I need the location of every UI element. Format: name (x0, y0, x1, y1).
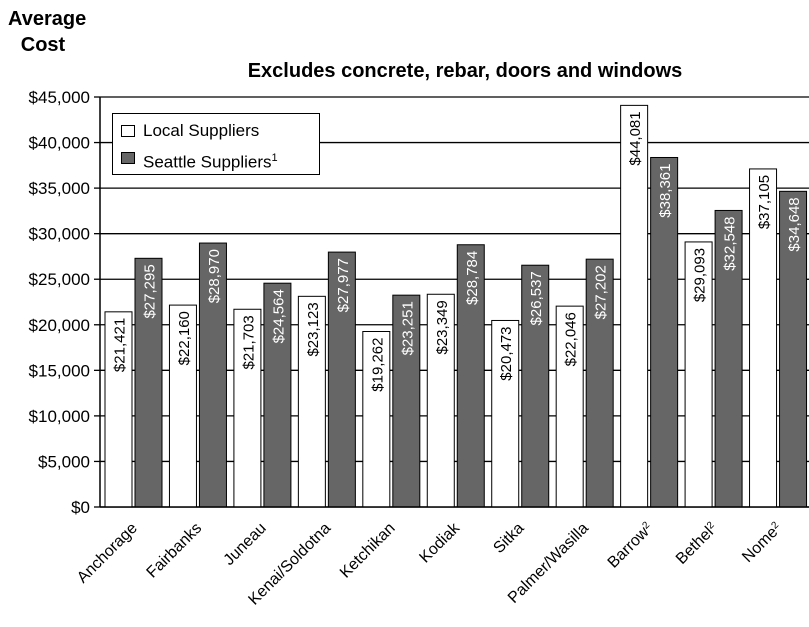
bar (749, 168, 778, 508)
bar (684, 241, 713, 508)
bar-value-label: $21,703 (240, 315, 257, 369)
bar (134, 257, 163, 508)
legend-label-local: Local Suppliers (143, 121, 260, 140)
bar-value-label: $23,123 (305, 302, 322, 356)
bar-value-label: $37,105 (756, 175, 773, 229)
x-tick-label: Sitka (490, 520, 527, 557)
y-tick-label: $10,000 (29, 407, 90, 426)
bar-value-label: $23,349 (434, 300, 451, 354)
bar-value-label: $23,251 (399, 301, 416, 355)
bar (456, 244, 485, 508)
bar-value-label: $26,537 (528, 271, 545, 325)
bar-value-label: $27,295 (142, 264, 159, 318)
bar-value-label: $20,473 (498, 326, 515, 380)
chart-title: Excludes concrete, rebar, doors and wind… (247, 60, 683, 82)
legend-label-seattle: Seattle Suppliers1 (143, 152, 278, 172)
x-tick-label: Barrow2 (604, 519, 656, 571)
bar (620, 104, 649, 508)
bar-value-label: $34,648 (786, 197, 803, 251)
bar (491, 319, 520, 508)
bar (362, 331, 391, 508)
bar (650, 156, 679, 508)
y-tick-label: $0 (71, 498, 90, 517)
bar (327, 251, 356, 508)
bar-value-label: $24,564 (270, 289, 287, 343)
bar (779, 190, 808, 508)
bar (585, 258, 614, 508)
bar (263, 282, 292, 508)
bar-value-label: $38,361 (657, 163, 674, 217)
y-tick-label: $5,000 (38, 452, 90, 471)
bar (521, 264, 550, 508)
x-tick-label: Juneau (221, 520, 270, 569)
y-tick-label: $45,000 (29, 88, 90, 107)
x-tick-label: Bethel2 (673, 519, 722, 568)
bar-value-label: $32,548 (722, 216, 739, 270)
bar (233, 308, 262, 508)
bar-value-label: $28,970 (206, 249, 223, 303)
y-tick-label: $40,000 (29, 134, 90, 153)
y-tick-label: $15,000 (29, 361, 90, 380)
bar (555, 305, 584, 508)
bar-value-label: $21,421 (112, 318, 129, 372)
bar (198, 242, 227, 508)
bar-value-label: $44,081 (627, 111, 644, 165)
bar-value-label: $27,202 (593, 265, 610, 319)
bar (392, 294, 421, 508)
legend-swatch-local (121, 125, 135, 137)
x-tick-label: Kodiak (416, 519, 463, 566)
bar-value-label: $22,160 (176, 311, 193, 365)
legend: Local Suppliers Seattle Suppliers1 (112, 113, 320, 175)
x-tick-label: Anchorage (74, 520, 141, 587)
bar-value-label: $19,262 (369, 338, 386, 392)
y-axis-title: Average Cost (8, 8, 87, 56)
x-tick-label: Fairbanks (144, 520, 206, 582)
x-tick-label: Nome2 (739, 519, 786, 566)
legend-swatch-seattle (121, 152, 135, 164)
y-tick-label: $35,000 (29, 179, 90, 198)
bar-value-label: $29,093 (692, 248, 709, 302)
x-tick-label: Ketchikan (337, 520, 399, 582)
bar-value-label: $27,977 (335, 258, 352, 312)
bar (714, 209, 743, 508)
y-tick-label: $25,000 (29, 270, 90, 289)
bar-value-label: $22,046 (563, 312, 580, 366)
y-tick-label: $30,000 (29, 225, 90, 244)
bar (426, 293, 455, 508)
y-tick-label: $20,000 (29, 316, 90, 335)
bar-value-label: $28,784 (464, 251, 481, 305)
